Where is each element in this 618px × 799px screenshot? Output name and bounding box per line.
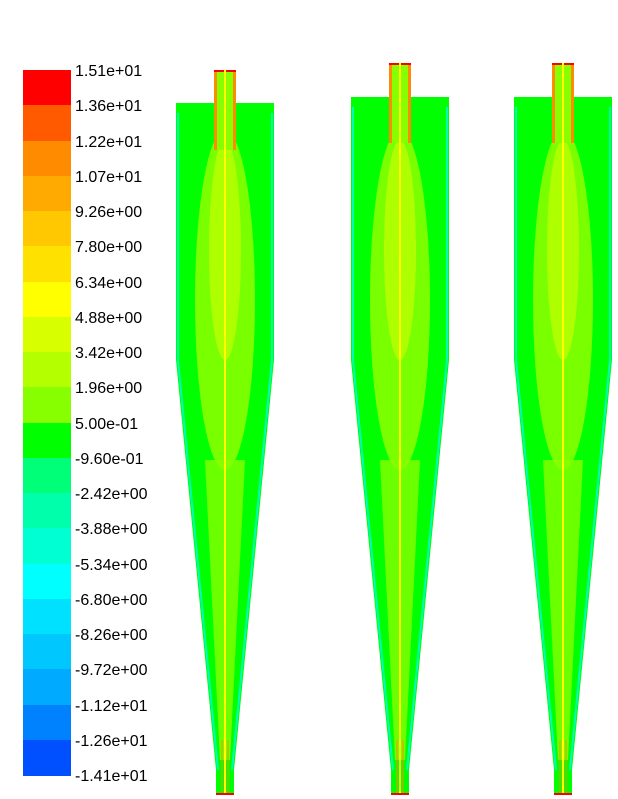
colorbar-tick-label: -5.34e+00 (75, 556, 148, 574)
colorbar-swatch (23, 281, 71, 318)
colorbar-swatch (23, 246, 71, 282)
colorbar-tick-label: -1.12e+01 (75, 697, 148, 715)
colorbar-tick-label: 1.36e+01 (75, 98, 143, 116)
colorbar-tick-label: -1.41e+01 (75, 768, 148, 785)
near-wall-band-right (569, 107, 611, 771)
colorbar-swatch (23, 352, 71, 388)
outlet-bottom (554, 793, 572, 795)
vortex-finder-wall-left (214, 70, 217, 150)
colorbar-swatch (23, 211, 71, 247)
colorbar-tick-label: 1.96e+00 (75, 380, 143, 398)
vortex-finder-wall-right (571, 63, 574, 143)
colorbar-tick-label: 1.51e+01 (75, 63, 143, 80)
colorbar-swatch (23, 387, 71, 423)
colorbar-tick-label: -3.88e+00 (75, 521, 148, 539)
colorbar-tick-label: 3.42e+00 (75, 345, 143, 362)
near-wall-band-left (352, 107, 394, 771)
colorbar-tick-label: 1.22e+01 (75, 133, 143, 151)
near-wall-band-left (177, 113, 219, 771)
colorbar-tick-label: -8.26e+00 (75, 627, 148, 644)
outlet-bottom (216, 793, 234, 795)
colorbar-swatch (23, 422, 71, 459)
vortex-finder-wall-right (233, 70, 236, 150)
colorbar-tick-label: -2.42e+00 (75, 486, 148, 503)
colorbar-swatch (23, 316, 71, 353)
colorbar-swatch (23, 634, 71, 670)
colorbar-swatch (23, 70, 71, 106)
colorbar-tick-label: 9.26e+00 (75, 204, 143, 221)
colorbar-swatch (23, 105, 71, 141)
colorbar-swatch (23, 669, 71, 705)
colorbar-tick-label: 4.88e+00 (75, 309, 143, 327)
vortex-finder-wall-left (552, 63, 555, 143)
vortex-finder-wall-left (389, 63, 392, 143)
outlet-bottom (391, 793, 409, 795)
colorbar-swatch (23, 528, 71, 564)
colorbar-tick-label: -6.80e+00 (75, 591, 148, 609)
colorbar-swatch (23, 457, 71, 494)
colorbar-swatch (23, 563, 71, 600)
near-wall-band-right (231, 113, 273, 771)
near-wall-band-right (406, 107, 448, 771)
colorbar-tick-label: -9.72e+00 (75, 662, 148, 680)
colorbar-swatch (23, 140, 71, 177)
colorbar-tick-label: 7.80e+00 (75, 239, 143, 257)
colorbar-swatch (23, 739, 71, 776)
colorbar-swatch (23, 704, 71, 741)
near-wall-band-left (515, 107, 557, 771)
colorbar-tick-label: -1.26e+01 (75, 732, 148, 750)
colorbar-swatch (23, 175, 71, 212)
colorbar-tick-label: 6.34e+00 (75, 274, 143, 292)
colorbar-swatch (23, 598, 71, 635)
colorbar-swatch (23, 493, 71, 529)
colorbar-tick-label: 1.07e+01 (75, 168, 143, 186)
colorbar (23, 0, 71, 799)
vortex-finder-wall-right (408, 63, 411, 143)
colorbar-tick-label: -9.60e-01 (75, 450, 144, 468)
colorbar-tick-label: 5.00e-01 (75, 415, 139, 433)
